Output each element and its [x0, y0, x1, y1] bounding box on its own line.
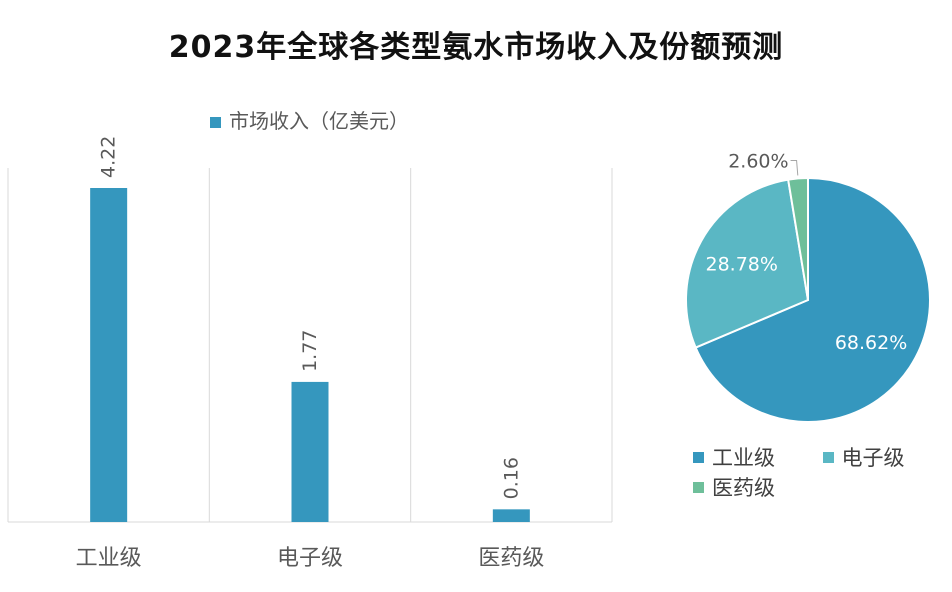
- legend-label-industrial: 工业级: [712, 446, 775, 470]
- bar-value-label-medical: 0.16: [500, 457, 522, 499]
- bar-legend-label: 市场收入（亿美元）: [229, 109, 409, 133]
- bars: [90, 188, 530, 522]
- x-tick-label-industrial: 工业级: [76, 546, 142, 571]
- x-tick-labels: 工业级 电子级 医药级: [76, 546, 545, 571]
- pie-legend: 工业级 电子级 医药级: [693, 442, 952, 502]
- pie-legend-item-electronic: 电子级: [822, 442, 952, 472]
- pie-legend-item-medical: 医药级: [693, 472, 838, 502]
- pie-slice-industrial: [694, 176, 931, 423]
- pie-value-label-electronic: 28.78%: [706, 254, 778, 276]
- pie-data-labels: 68.62% 28.78% 2.60%: [706, 150, 908, 353]
- bar-legend-swatch: [210, 117, 221, 128]
- pie-leader-line-medical: [790, 159, 799, 176]
- pie-slices: [685, 176, 931, 423]
- legend-swatch-electronic: [822, 451, 834, 463]
- legend-swatch-medical: [693, 481, 704, 493]
- bar-legend: 市场收入（亿美元）: [210, 109, 409, 133]
- x-tick-label-medical: 医药级: [478, 546, 544, 571]
- bar-chart: 市场收入（亿美元） 4.22 1.77 0.16 工业级 电子级 医药级: [7, 109, 613, 571]
- x-tick-label-electronic: 电子级: [277, 546, 343, 571]
- bar-medical: [492, 509, 530, 522]
- legend-swatch-industrial: [693, 451, 704, 463]
- legend-label-electronic: 电子级: [841, 446, 905, 470]
- legend-label-medical: 医药级: [712, 476, 775, 500]
- chart-title: 2023年全球各类型氨水市场收入及份额预测: [168, 30, 784, 65]
- bar-data-labels: 4.22 1.77 0.16: [98, 136, 523, 500]
- bar-value-label-electronic: 1.77: [299, 330, 321, 372]
- category-dividers: [7, 168, 613, 522]
- pie-slice-electronic: [685, 178, 810, 349]
- pie-chart: 68.62% 28.78% 2.60%: [685, 150, 931, 423]
- pie-legend-item-industrial: 工业级: [693, 442, 823, 472]
- pie-value-label-industrial: 68.62%: [835, 332, 907, 354]
- pie-slice-medical: [787, 176, 809, 301]
- bar-industrial: [90, 188, 128, 522]
- bar-electronic: [291, 381, 329, 522]
- bar-value-label-industrial: 4.22: [98, 136, 120, 178]
- pie-value-label-medical: 2.60%: [728, 150, 788, 172]
